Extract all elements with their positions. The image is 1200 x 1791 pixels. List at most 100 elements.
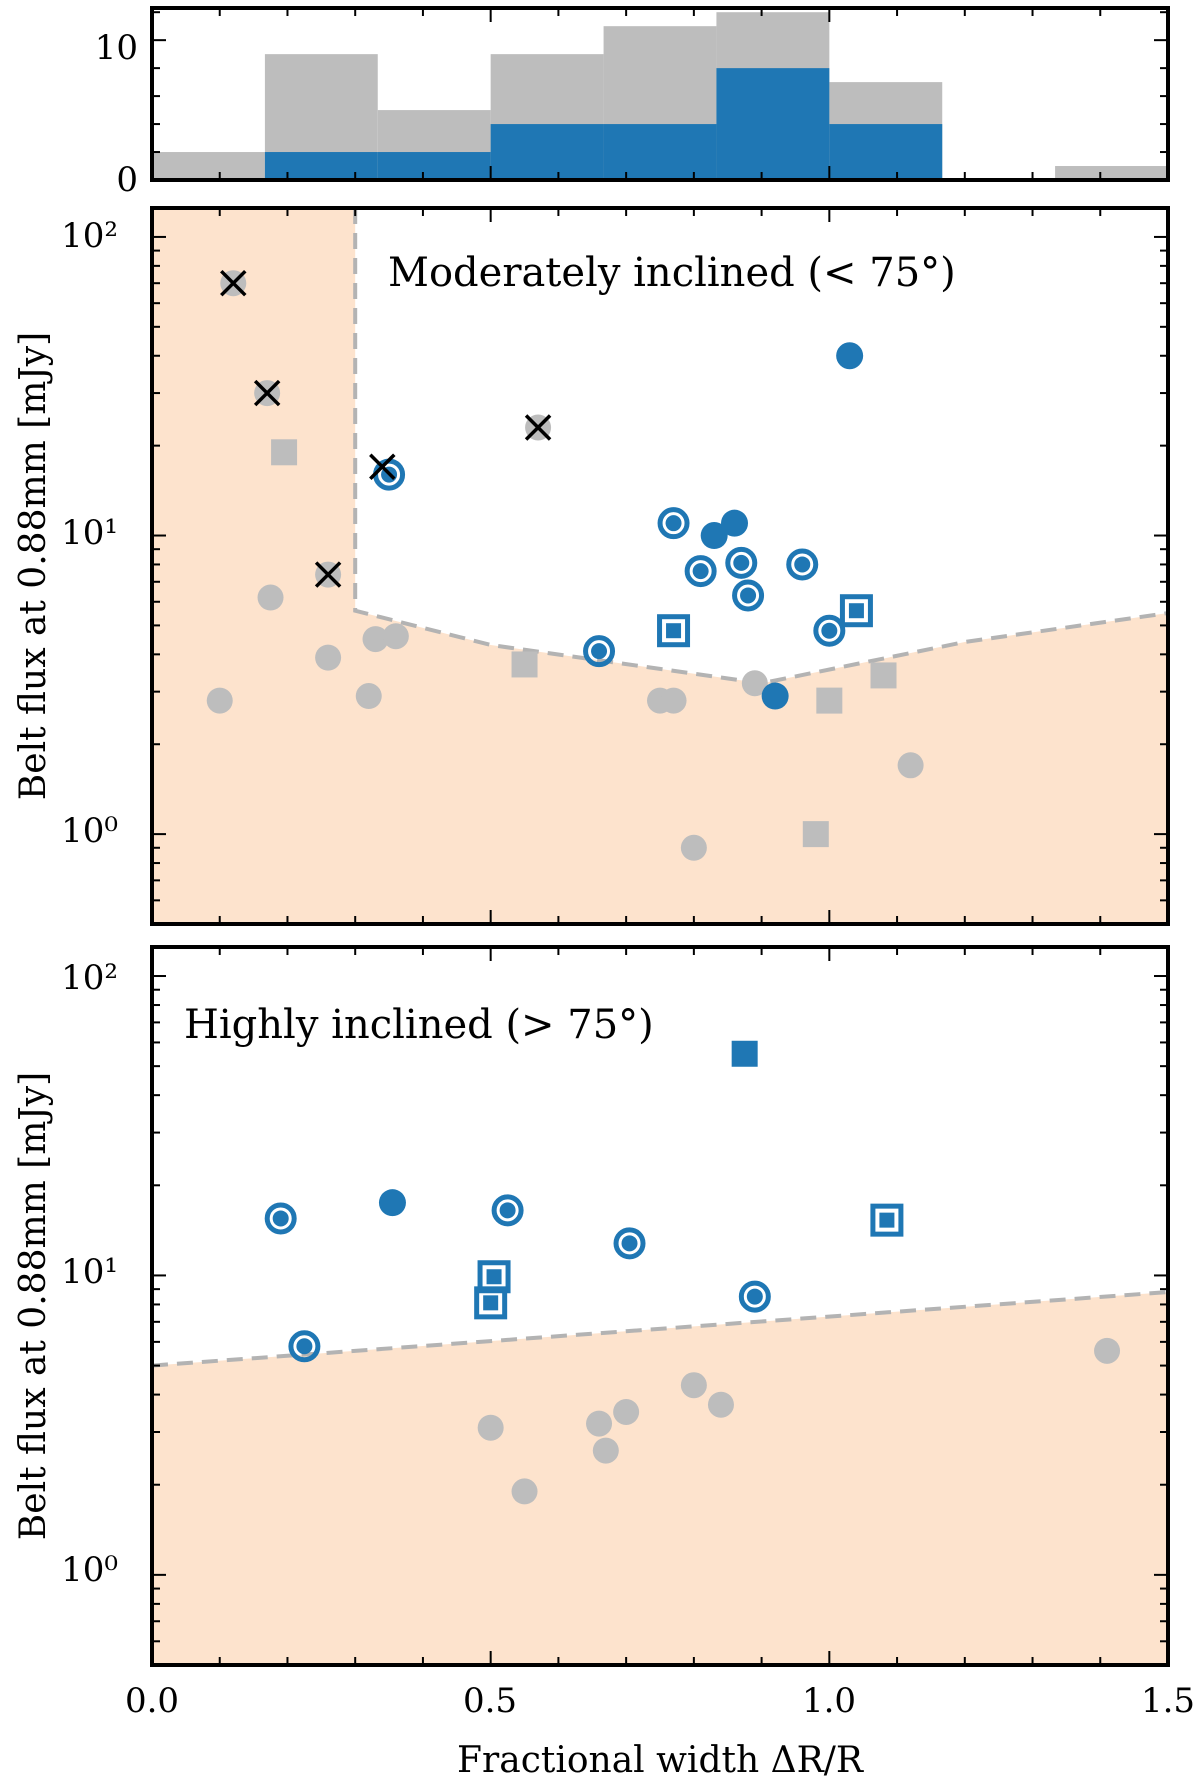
mid-point-blue-filled-20 (700, 522, 728, 550)
mid-undetectable-region (152, 208, 1168, 924)
bot-scatter-points (264, 1040, 1121, 1505)
bot-point-blue-ring-13-dot (621, 1235, 638, 1252)
mid-point-blue-ring-29-dot (740, 587, 757, 604)
bot-point-blue-ring-12-dot (499, 1202, 516, 1219)
histogram-panel: 10 0 (95, 6, 1170, 200)
mid-point-gray-circle-11 (660, 687, 687, 714)
mid-point-gray-circle-4 (257, 584, 284, 611)
mid-point-gray-circle-13 (741, 670, 768, 697)
mid-point-cross-35 (253, 379, 281, 407)
bot-point-blue-square-ring-17-core (879, 1212, 895, 1228)
mid-point-blue-ring-26-dot (665, 515, 682, 532)
histogram-bar-detected-3 (490, 124, 604, 180)
bot-point-blue-ring-14-ring (738, 1280, 771, 1313)
mid-point-gray-circle-12 (680, 834, 707, 861)
mid-point-blue-ring-27 (684, 555, 717, 588)
mid-ytick-label-1: 10⁰ (61, 811, 118, 851)
mid-point-cross-35-b (253, 379, 281, 407)
bot-point-gray-circle-1 (511, 1478, 538, 1505)
xlabel: Fractional width ΔR/R (457, 1740, 864, 1781)
bot-point-blue-square-ring-16 (474, 1286, 508, 1320)
bot-point-blue-square-ring-16-core (483, 1295, 499, 1311)
xtick-label-0-5: 0.5 (463, 1681, 517, 1721)
mid-point-blue-ring-30 (786, 548, 819, 581)
bot-point-blue-square-ring-17-frame (870, 1203, 904, 1237)
bot-ytick-label-100: 10² (61, 958, 118, 998)
histogram-bar-detected-1 (264, 152, 378, 180)
mid-point-blue-ring-31-dot (821, 622, 838, 639)
bot-point-blue-filled-8 (378, 1189, 406, 1217)
mid-point-cross-36-b (314, 561, 342, 588)
mid-point-gray-square-16 (511, 651, 538, 678)
xtick-label-1-0: 1.0 (802, 1681, 856, 1721)
bot-point-blue-ring-10 (264, 1202, 297, 1235)
mid-threshold-line (353, 208, 1168, 686)
bot-point-gray-circle-2 (586, 1410, 613, 1437)
bot-point-blue-ring-14-dot (746, 1288, 763, 1305)
mid-scatter-points (206, 269, 924, 861)
mid-point-gray-circle-6 (315, 644, 342, 671)
bot-point-blue-ring-14 (738, 1280, 771, 1313)
mid-point-blue-filled-23 (836, 342, 864, 370)
mid-point-cross-34-b (220, 269, 247, 297)
mid-point-blue-square-ring-33 (839, 594, 873, 628)
mid-point-blue-square-ring-32-frame (657, 614, 691, 648)
moderately-inclined-panel: Moderately inclined (< 75°) 10² 10¹ 10⁰ … (13, 206, 1170, 926)
bot-point-gray-circle-7 (1094, 1337, 1121, 1364)
mid-point-cross-34 (220, 269, 247, 297)
mid-ylabel: Belt flux at 0.88mm [mJy] (13, 332, 54, 800)
mid-point-gray-circle-14 (897, 752, 924, 779)
mid-point-blue-square-ring-33-frame (839, 594, 873, 628)
mid-point-blue-ring-30-ring (786, 548, 819, 581)
bot-undetectable-region (152, 1292, 1168, 1665)
mid-point-blue-ring-25-dot (591, 643, 608, 660)
xtick-label-0: 0.0 (125, 1681, 179, 1721)
mid-point-blue-ring-29 (732, 579, 765, 612)
mid-point-gray-circle-5 (206, 687, 233, 714)
bot-point-blue-square-9 (731, 1040, 758, 1067)
histogram-frame (150, 6, 1170, 182)
bot-point-blue-square-ring-17 (870, 1203, 904, 1237)
bot-point-blue-ring-13 (613, 1227, 646, 1260)
bot-panel-title: Highly inclined (> 75°) (184, 1002, 654, 1048)
xtick-label-1-5: 1.5 (1141, 1681, 1195, 1721)
bot-point-blue-square-ring-16-frame (474, 1286, 508, 1320)
histogram-bar-all-8 (1055, 166, 1168, 180)
bot-point-gray-circle-6 (707, 1391, 734, 1418)
mid-point-blue-ring-25 (583, 635, 616, 668)
mid-point-blue-ring-26-ring (657, 507, 690, 540)
bot-point-blue-ring-10-ring (264, 1202, 297, 1235)
bot-threshold-line (152, 1290, 1168, 1368)
histogram-bar-detected-5 (716, 68, 830, 180)
bot-ytick-label-10: 10¹ (61, 1252, 118, 1292)
mid-point-gray-square-19 (870, 662, 897, 689)
mid-point-blue-ring-28-dot (733, 554, 750, 571)
bot-point-blue-ring-12 (491, 1194, 524, 1227)
mid-ytick-label-10: 10¹ (61, 513, 118, 553)
mid-point-blue-ring-31-ring (813, 614, 846, 647)
mid-point-cross-37 (369, 453, 396, 480)
bot-point-blue-square-ring-15-core (486, 1269, 502, 1285)
mid-panel-title: Moderately inclined (< 75°) (388, 250, 956, 296)
histogram-bar-all-0 (152, 152, 265, 180)
hist-ytick-label-10: 10 (95, 28, 138, 68)
mid-point-blue-ring-25-ring (583, 635, 616, 668)
histogram-bar-detected-4 (603, 124, 717, 180)
hist-ytick-label-0: 0 (116, 160, 138, 200)
mid-point-gray-square-15 (271, 439, 298, 466)
histogram-bar-detected-2 (377, 152, 491, 180)
mid-point-blue-ring-27-ring (684, 555, 717, 588)
histogram-bars (152, 12, 1168, 180)
mid-point-gray-circle-7 (355, 683, 382, 710)
bot-ylabel: Belt flux at 0.88mm [mJy] (13, 1072, 54, 1540)
mid-point-cross-38 (524, 414, 552, 441)
mid-point-cross-36 (314, 561, 342, 588)
bot-point-blue-ring-12-ring (491, 1194, 524, 1227)
mid-point-blue-ring-29-ring (732, 579, 765, 612)
bot-point-gray-circle-4 (613, 1398, 640, 1425)
mid-point-cross-37-b (369, 453, 396, 480)
mid-point-blue-ring-28-ring (725, 546, 758, 579)
bot-point-blue-ring-11-ring (288, 1330, 321, 1363)
bot-point-blue-ring-10-dot (272, 1210, 289, 1227)
